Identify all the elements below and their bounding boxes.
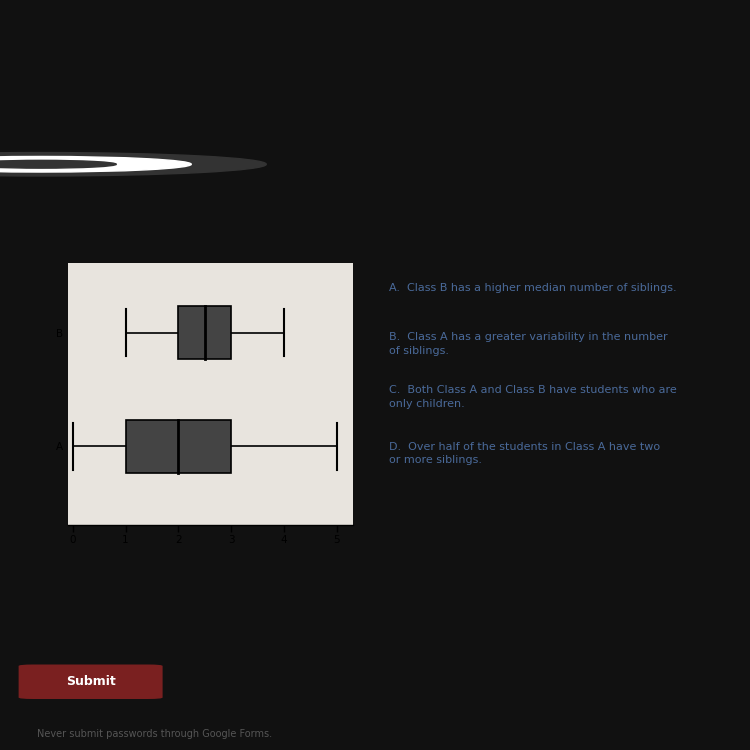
Text: Problem 12 *: Problem 12 *	[40, 213, 142, 226]
Text: Compare the two box plots below.  Which of the following statements is NOT true?: Compare the two box plots below. Which o…	[40, 255, 528, 268]
Bar	[178, 306, 231, 358]
Circle shape	[0, 152, 266, 176]
Text: A.  Class B has a higher median number of siblings.: A. Class B has a higher median number of…	[389, 284, 677, 293]
Text: CLASS: CLASS	[34, 384, 44, 418]
Text: 10 points: 10 points	[656, 213, 713, 226]
Text: The number of tomato plants is half the number of lettuce plant: The number of tomato plants is half the …	[75, 158, 579, 171]
X-axis label: NUMBER OF SIBLINGS: NUMBER OF SIBLINGS	[146, 550, 274, 560]
Bar	[125, 420, 231, 472]
Text: C.  Both Class A and Class B have students who are
only children.: C. Both Class A and Class B have student…	[389, 386, 677, 409]
Circle shape	[0, 157, 191, 172]
Text: Submit: Submit	[66, 675, 116, 688]
Text: Never submit passwords through Google Forms.: Never submit passwords through Google Fo…	[37, 729, 272, 739]
FancyBboxPatch shape	[19, 664, 163, 699]
Text: D.  Over half of the students in Class A have two
or more siblings.: D. Over half of the students in Class A …	[389, 442, 661, 465]
Circle shape	[0, 160, 116, 168]
Text: B.  Class A has a greater variability in the number
of siblings.: B. Class A has a greater variability in …	[389, 332, 668, 356]
Text: Your answer: Your answer	[40, 573, 121, 586]
